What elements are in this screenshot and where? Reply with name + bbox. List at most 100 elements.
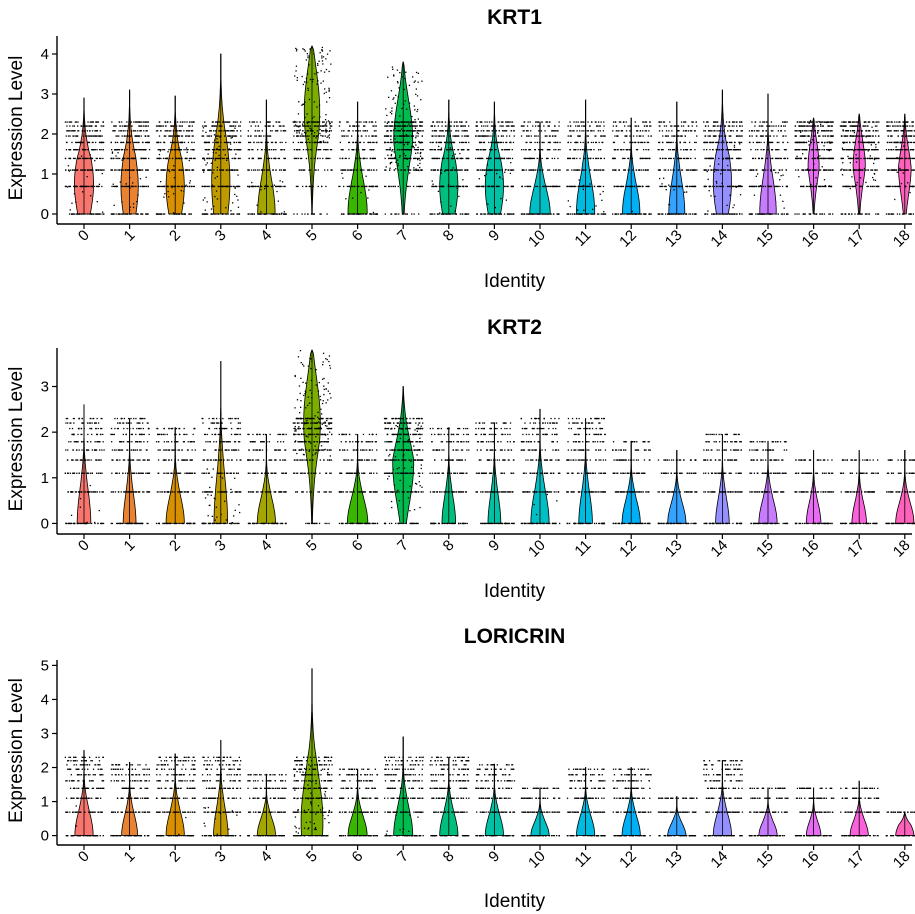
- data-point: [570, 135, 572, 137]
- data-point: [303, 103, 305, 105]
- data-point: [454, 213, 456, 215]
- data-point: [678, 213, 680, 215]
- data-point: [419, 159, 421, 161]
- data-point: [722, 140, 724, 142]
- data-point: [727, 185, 730, 188]
- data-point: [718, 125, 720, 127]
- data-point: [176, 125, 178, 127]
- y-tick-label: 2: [41, 126, 49, 143]
- data-point: [705, 169, 707, 171]
- data-point: [328, 130, 330, 133]
- data-point: [254, 185, 256, 188]
- data-point: [714, 125, 716, 127]
- data-point: [712, 135, 715, 137]
- data-point: [316, 83, 318, 85]
- data-point: [534, 213, 537, 215]
- data-point: [659, 141, 661, 144]
- data-point: [766, 213, 768, 215]
- data-point: [461, 135, 463, 137]
- data-point: [302, 185, 304, 188]
- data-point: [543, 125, 545, 127]
- data-point: [170, 135, 172, 137]
- data-point: [574, 213, 576, 215]
- data-point: [414, 125, 416, 127]
- data-point: [167, 169, 169, 171]
- data-point: [156, 169, 158, 171]
- data-point: [82, 185, 84, 188]
- data-point: [659, 121, 661, 123]
- data-point: [133, 149, 136, 151]
- data-point: [463, 149, 465, 151]
- data-point: [316, 135, 318, 137]
- data-point: [417, 185, 420, 188]
- data-point: [733, 185, 735, 188]
- data-point: [99, 149, 101, 151]
- data-point: [88, 125, 91, 127]
- data-point: [410, 157, 412, 160]
- data-point: [72, 135, 74, 137]
- data-point: [629, 141, 631, 144]
- data-point: [233, 157, 235, 160]
- data-point: [311, 81, 314, 83]
- data-point: [136, 213, 138, 215]
- data-point: [323, 92, 325, 95]
- data-point: [553, 185, 555, 188]
- data-point: [90, 195, 92, 197]
- data-point: [586, 213, 588, 215]
- data-point: [383, 135, 386, 137]
- data-point: [729, 194, 731, 196]
- data-point: [396, 213, 398, 215]
- data-point: [686, 157, 689, 160]
- data-point: [668, 149, 670, 151]
- data-point: [476, 185, 478, 188]
- data-point: [495, 130, 497, 132]
- data-point: [355, 121, 357, 123]
- data-point: [219, 130, 221, 132]
- data-point: [437, 190, 440, 192]
- data-point: [206, 162, 208, 164]
- data-point: [393, 141, 395, 144]
- data-point: [712, 169, 715, 171]
- data-point: [554, 141, 557, 144]
- data-point: [589, 169, 592, 171]
- data-point: [230, 137, 232, 139]
- data-point: [584, 169, 586, 171]
- data-point: [110, 141, 112, 144]
- data-point: [666, 141, 668, 144]
- data-point: [583, 130, 585, 132]
- violin-2: [155, 95, 196, 215]
- data-point: [237, 206, 240, 208]
- data-point: [368, 189, 370, 191]
- data-point: [404, 77, 406, 80]
- data-point: [406, 125, 409, 127]
- data-point: [421, 80, 423, 82]
- data-point: [567, 125, 569, 127]
- data-point: [683, 157, 685, 160]
- data-point: [587, 213, 590, 215]
- data-point: [395, 94, 397, 96]
- data-point: [525, 169, 527, 171]
- data-point: [330, 63, 332, 65]
- data-point: [583, 185, 585, 188]
- data-point: [205, 141, 207, 144]
- data-point: [711, 213, 713, 215]
- data-point: [664, 157, 666, 160]
- data-point: [587, 149, 589, 151]
- data-point: [211, 185, 213, 188]
- data-point: [310, 157, 312, 160]
- data-point: [480, 213, 482, 215]
- data-point: [186, 185, 188, 188]
- data-point: [588, 185, 590, 188]
- data-point: [508, 157, 510, 160]
- data-point: [304, 50, 306, 52]
- data-point: [373, 130, 376, 132]
- data-point: [139, 121, 141, 123]
- data-point: [168, 130, 170, 132]
- data-point: [324, 130, 326, 132]
- data-point: [566, 185, 568, 188]
- data-point: [732, 130, 734, 132]
- data-point: [163, 169, 165, 171]
- data-point: [324, 149, 326, 151]
- data-point: [112, 213, 114, 215]
- data-point: [528, 149, 530, 151]
